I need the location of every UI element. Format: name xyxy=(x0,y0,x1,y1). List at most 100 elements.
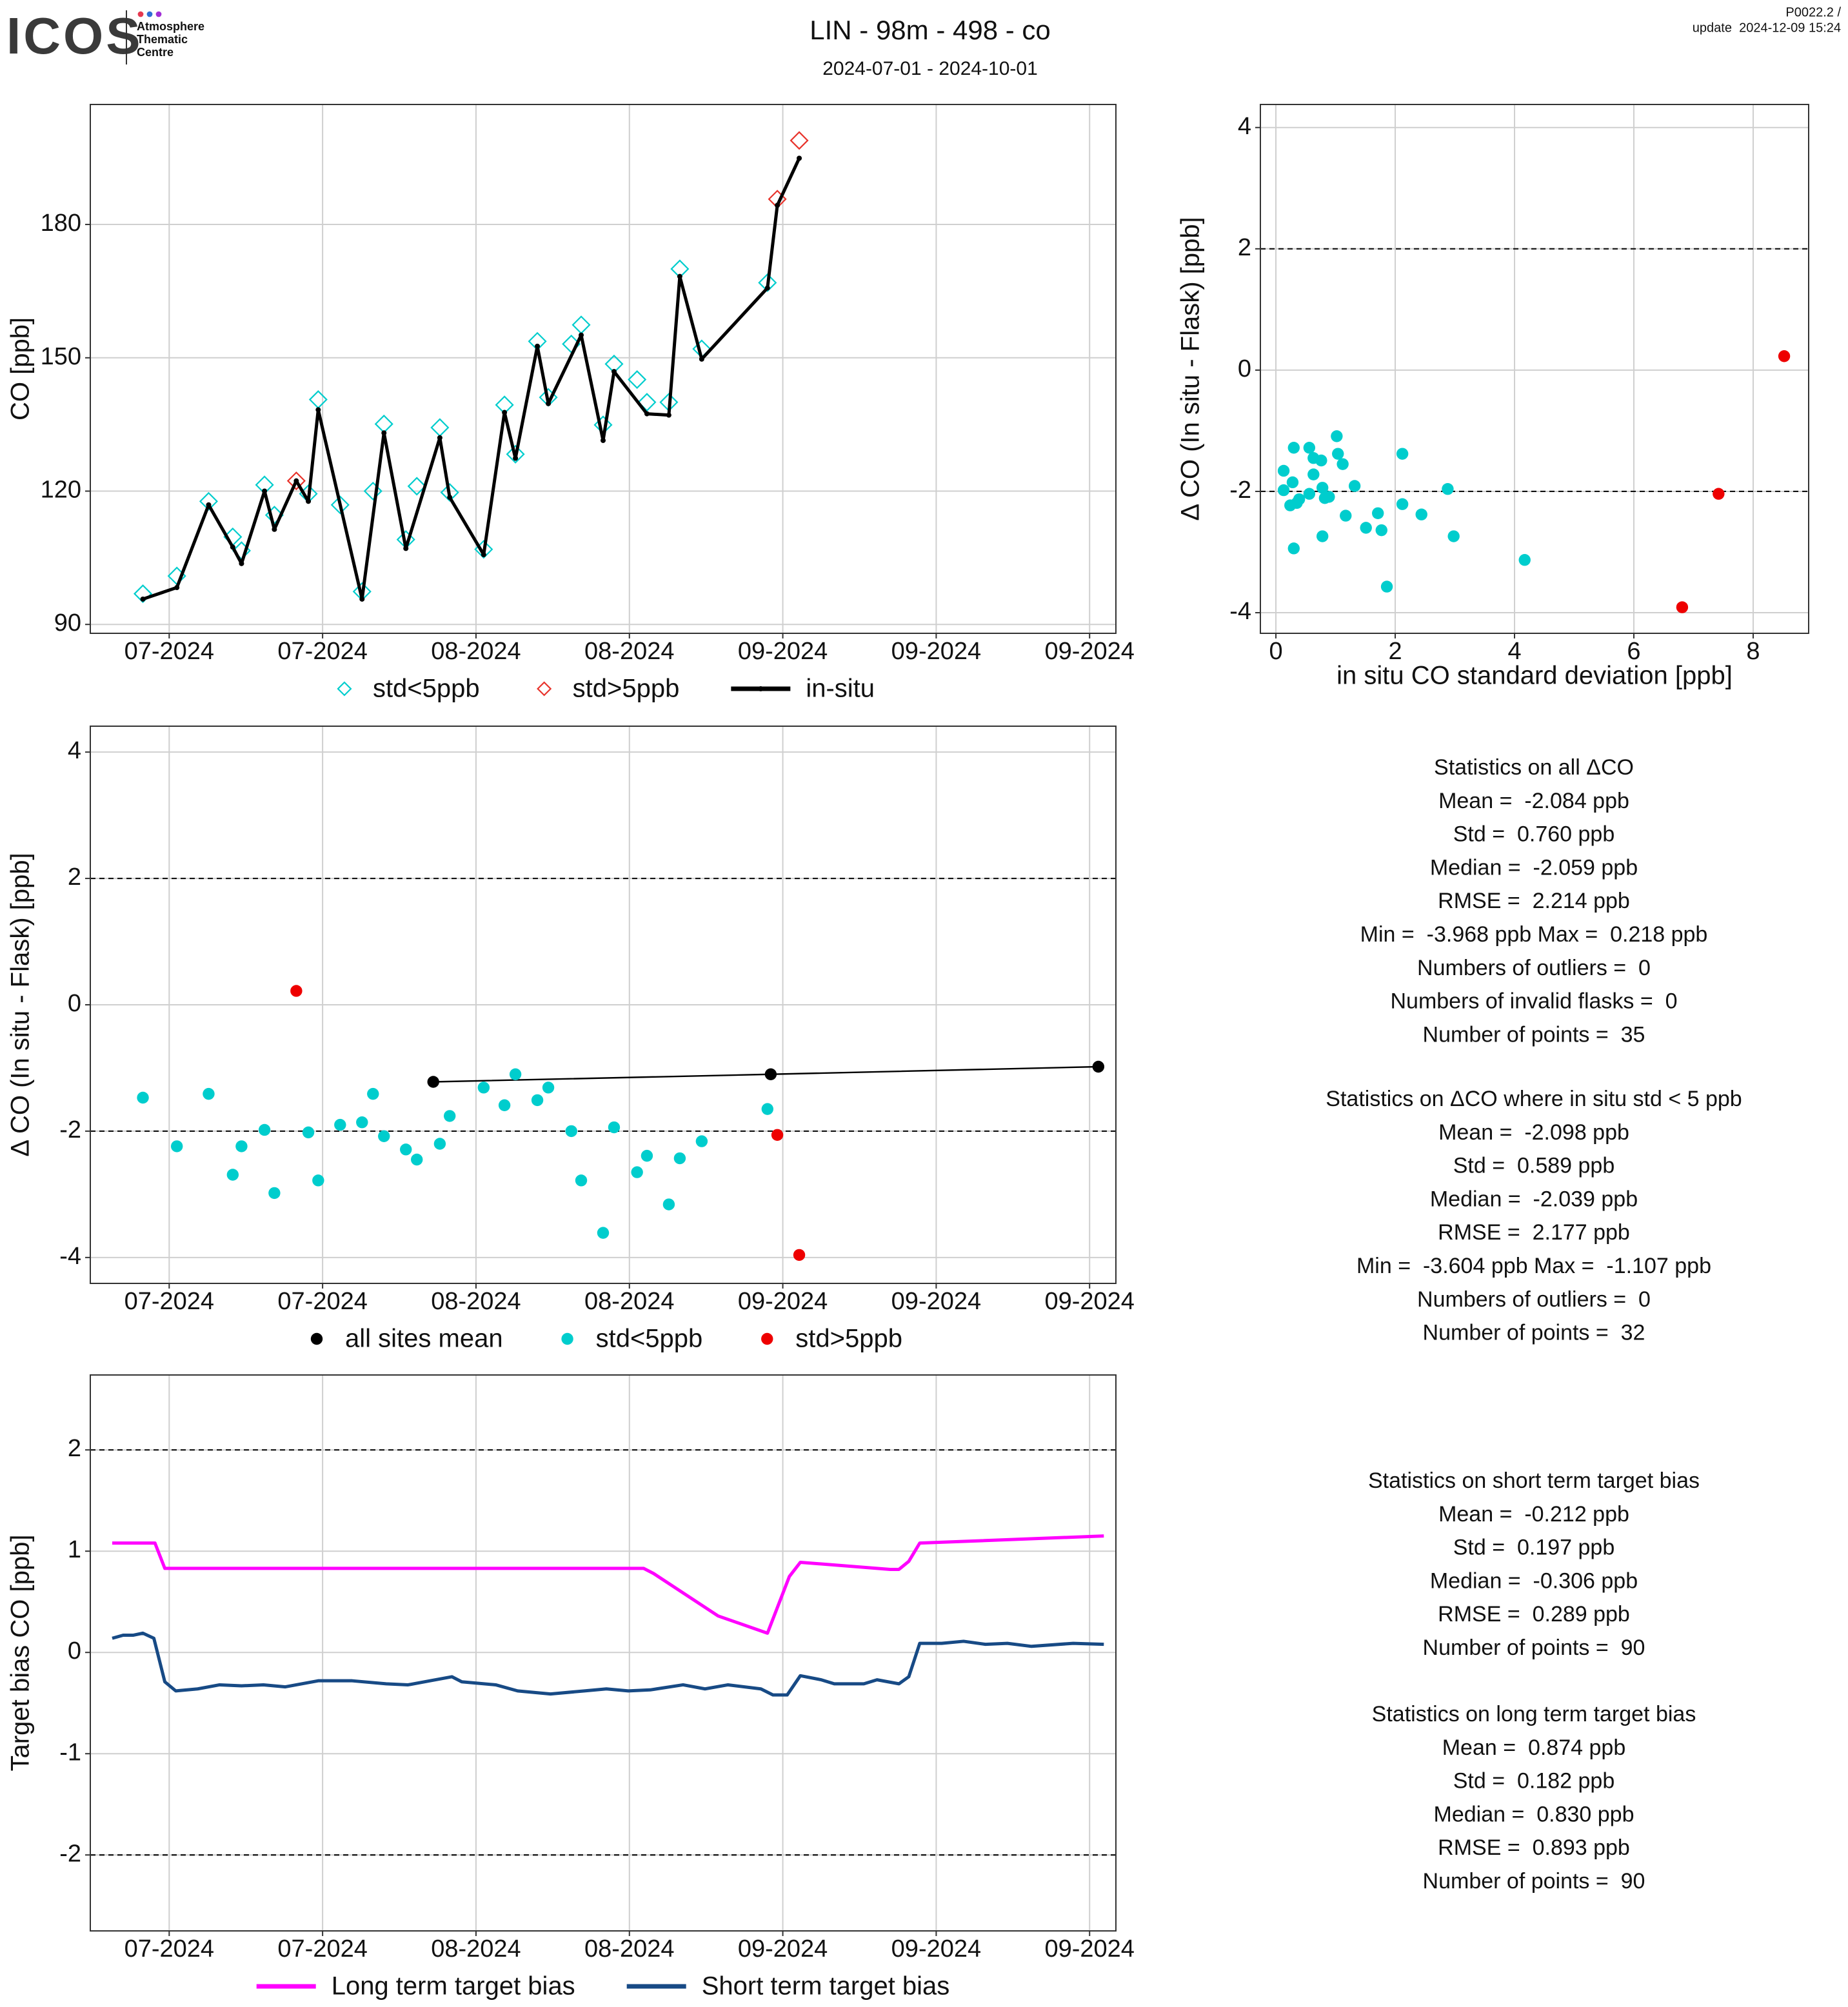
subtitle: 2024-07-01 - 2024-10-01 xyxy=(822,58,1038,79)
diamond-marker xyxy=(537,681,552,697)
dot xyxy=(608,1121,621,1134)
x-tick-label: 09-2024 xyxy=(1044,1935,1134,1963)
point xyxy=(775,203,780,208)
diamond-marker xyxy=(286,471,306,491)
point xyxy=(644,411,650,417)
dot xyxy=(1360,522,1372,534)
title: LIN - 98m - 498 - co xyxy=(810,15,1050,45)
dot xyxy=(1303,442,1316,454)
stat-line: Statistics on short term target bias xyxy=(1368,1468,1700,1493)
dot xyxy=(771,1129,784,1141)
dot xyxy=(290,985,303,997)
x-tick-label: 08-2024 xyxy=(431,1935,521,1963)
dot xyxy=(378,1130,390,1142)
stat-line: Number of points = 90 xyxy=(1423,1636,1645,1660)
dot xyxy=(673,1152,686,1165)
y-tick-label: 150 xyxy=(41,343,81,370)
logo-text: Atmosphere xyxy=(137,20,204,33)
stat-line: Std = 0.197 ppb xyxy=(1453,1536,1615,1560)
legend: Long term target bias Short term target b… xyxy=(256,1972,949,2001)
dot xyxy=(443,1110,456,1122)
logo-text: Thematic xyxy=(137,33,188,46)
x-tick-label: 09-2024 xyxy=(738,1288,828,1315)
point xyxy=(206,502,212,508)
dot xyxy=(1277,484,1290,497)
plot-area xyxy=(90,104,1116,633)
y-tick-label: -2 xyxy=(59,1840,81,1867)
stat-line: Std = 0.182 ppb xyxy=(1453,1769,1615,1794)
series-line xyxy=(112,1534,1104,1635)
stat-line: Std = 0.589 ppb xyxy=(1453,1154,1615,1178)
x-tick-label: 4 xyxy=(1507,638,1521,665)
legend-label: in-situ xyxy=(806,675,875,703)
point xyxy=(666,412,671,418)
legend-item: std>5ppb xyxy=(537,675,679,703)
stat-line: RMSE = 0.289 ppb xyxy=(1438,1602,1630,1626)
dot xyxy=(1778,350,1791,362)
point xyxy=(239,560,244,566)
y-tick-label: -1 xyxy=(59,1739,81,1766)
diamond-marker xyxy=(337,681,352,697)
x-tick-label: 08-2024 xyxy=(584,638,674,665)
stat-line: Number of points = 32 xyxy=(1423,1321,1645,1345)
y-tick-label: -2 xyxy=(59,1116,81,1143)
dot xyxy=(411,1153,423,1166)
dot xyxy=(367,1087,379,1100)
dot xyxy=(1286,476,1299,489)
point xyxy=(758,686,764,691)
y-axis-title: Δ CO (In situ - Flask) [ppb] xyxy=(1177,217,1205,520)
legend-item: all sites mean xyxy=(310,1325,503,1353)
x-tick-label: 09-2024 xyxy=(738,1935,828,1963)
stat-line: Std = 0.760 ppb xyxy=(1453,822,1615,847)
dot xyxy=(477,1082,490,1094)
x-tick-label: 07-2024 xyxy=(277,1935,367,1963)
dot xyxy=(1348,480,1361,492)
y-tick-label: 2 xyxy=(1238,234,1251,261)
x-tick-label: 07-2024 xyxy=(124,1935,214,1963)
stat-line: Mean = -0.212 ppb xyxy=(1438,1502,1629,1527)
stat-line: Median = -2.059 ppb xyxy=(1430,855,1638,880)
plot-border xyxy=(1260,104,1809,634)
stat-line: Mean = 0.874 ppb xyxy=(1442,1735,1626,1760)
dot xyxy=(542,1082,555,1094)
point xyxy=(437,435,442,440)
dot xyxy=(793,1249,806,1261)
dot xyxy=(310,1332,323,1345)
dot xyxy=(631,1166,643,1178)
dot xyxy=(258,1123,271,1136)
logo: ICOS xyxy=(6,7,143,64)
stat-line: Number of points = 35 xyxy=(1423,1022,1645,1047)
point xyxy=(601,437,606,443)
legend-item: std<5ppb xyxy=(561,1325,702,1353)
logo-text: Centre xyxy=(137,46,174,59)
legend-item: Long term target bias xyxy=(256,1972,575,2001)
diamond-marker xyxy=(133,584,153,604)
x-tick-label: 09-2024 xyxy=(891,1288,981,1315)
point xyxy=(502,410,508,415)
stat-line: Median = 0.830 ppb xyxy=(1434,1802,1634,1826)
dot xyxy=(1331,430,1343,442)
y-tick-label: 2 xyxy=(68,864,81,891)
stat-line: RMSE = 2.177 ppb xyxy=(1438,1220,1630,1245)
x-tick-label: 2 xyxy=(1388,638,1402,665)
y-axis-title: Δ CO (In situ - Flask) [ppb] xyxy=(6,853,35,1156)
dot xyxy=(400,1143,412,1156)
stat-line: Mean = -2.084 ppb xyxy=(1438,789,1629,813)
point xyxy=(481,552,486,558)
diamond-marker xyxy=(628,370,647,390)
dot xyxy=(641,1149,653,1162)
stat-line: Statistics on ΔCO where in situ std < 5 … xyxy=(1326,1087,1742,1111)
y-tick-label: 180 xyxy=(41,210,81,237)
stat-line: RMSE = 0.893 ppb xyxy=(1438,1835,1630,1860)
dot xyxy=(1316,530,1329,542)
y-tick-label: 0 xyxy=(68,1637,81,1665)
y-axis-title: CO [ppb] xyxy=(6,317,35,420)
point xyxy=(403,546,409,551)
point xyxy=(797,155,802,161)
y-tick-label: 0 xyxy=(68,990,81,1017)
dot xyxy=(170,1140,183,1152)
point xyxy=(611,369,617,375)
dot xyxy=(226,1169,239,1181)
dot xyxy=(561,1332,573,1345)
dot xyxy=(1307,468,1320,480)
